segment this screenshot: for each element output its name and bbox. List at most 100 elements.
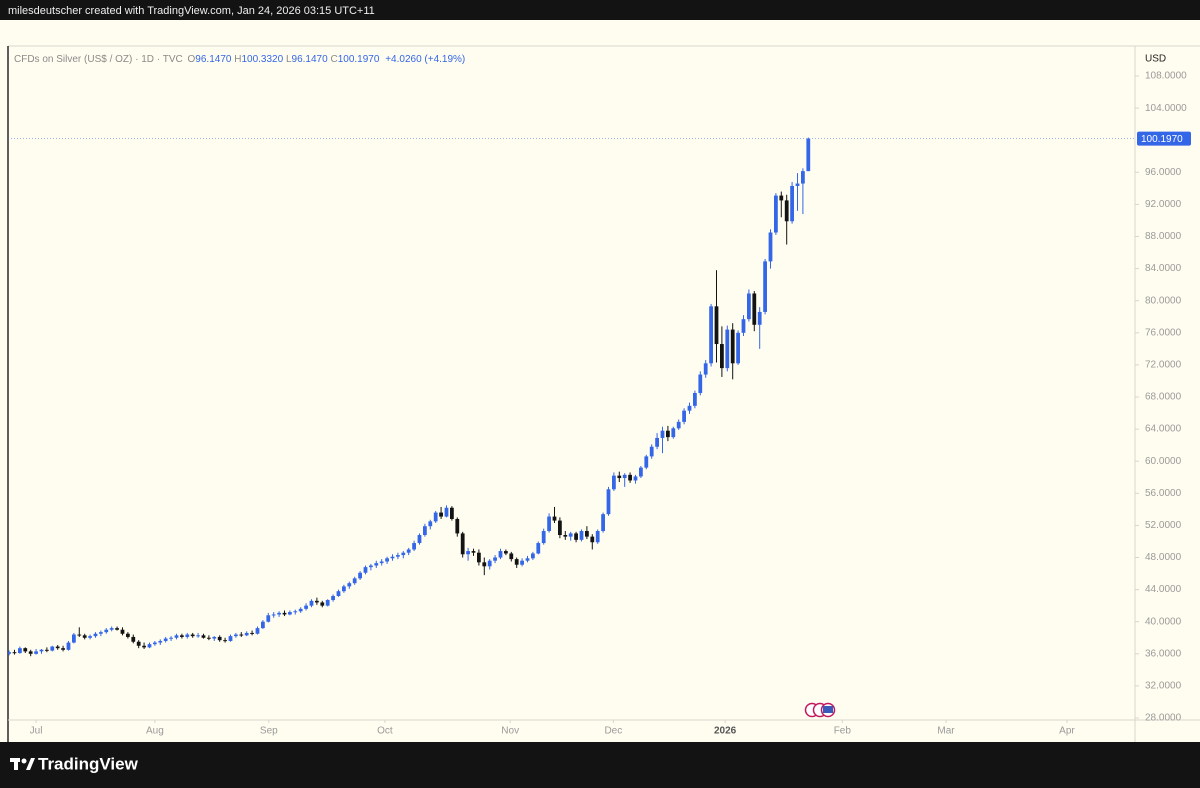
candle-body (212, 636, 217, 639)
candle-body (17, 648, 22, 653)
candle-body (55, 646, 60, 649)
candle-body (757, 311, 762, 325)
candle-body (563, 535, 568, 537)
candle-body (547, 516, 551, 532)
candle-body (736, 332, 740, 364)
candle-body (747, 293, 751, 320)
candle-body (525, 558, 530, 561)
candle-body (585, 531, 589, 537)
candle-body (633, 476, 638, 481)
candle-body (266, 615, 271, 622)
logo-part (26, 758, 35, 770)
y-tick-label: 48.0000 (1145, 552, 1182, 563)
candle-body (28, 651, 33, 654)
candle-body (374, 563, 379, 566)
y-tick-label: 32.0000 (1145, 681, 1182, 692)
candle-body (293, 611, 298, 613)
legend-key: O (188, 54, 196, 65)
y-tick-label: 56.0000 (1145, 488, 1182, 499)
candle-body (514, 559, 519, 565)
candle-body (428, 521, 433, 527)
candle-body (541, 531, 546, 544)
legend-value: 100.3320 (241, 54, 283, 65)
candle-body (784, 200, 789, 222)
candle-body (552, 516, 557, 521)
candle-body (169, 637, 173, 639)
candle-body (763, 261, 767, 312)
last-price-tag (1137, 131, 1191, 146)
candle-body (693, 392, 697, 406)
candle-body (768, 232, 773, 262)
candle-body (622, 474, 627, 479)
x-tick-label: Apr (1059, 726, 1075, 737)
candle-body (460, 533, 465, 555)
candle-body (131, 636, 136, 642)
candle-body (649, 446, 654, 457)
y-tick-label: 80.0000 (1145, 295, 1182, 306)
symbol: CFDs on Silver (US$ / OZ) · 1D · TVC (14, 54, 183, 65)
ohlc-legend: CFDs on Silver (US$ / OZ) · 1D · TVC O96… (14, 54, 465, 65)
candle-body (606, 489, 611, 515)
candle-body (44, 649, 49, 651)
candle-body (287, 612, 292, 615)
chart-background (0, 20, 1200, 742)
candle-body (71, 634, 76, 643)
legend-key: H (234, 54, 241, 65)
candle-body (331, 596, 335, 601)
candle-body (498, 551, 503, 558)
candle-body (163, 638, 168, 641)
candle-body (417, 535, 422, 544)
legend-key: C (330, 54, 337, 65)
candle-body (271, 614, 276, 616)
candle-body (244, 632, 249, 636)
candle-body (104, 629, 109, 633)
candle-body (77, 634, 82, 636)
candle-body (568, 533, 573, 537)
legend-key: L (286, 54, 292, 65)
candle-body (720, 344, 724, 369)
x-tick-label: Dec (604, 726, 622, 737)
candle-body (88, 636, 92, 638)
candle-body (304, 605, 308, 609)
y-tick-label: 60.0000 (1145, 456, 1182, 467)
candle-body (676, 421, 681, 429)
brand: TradingView (38, 754, 139, 773)
candle-body (482, 562, 487, 567)
y-tick-label: 68.0000 (1145, 392, 1182, 403)
candle-body (493, 557, 497, 561)
x-tick-label: Nov (501, 726, 519, 737)
candle-body (617, 475, 622, 479)
credit: milesdeutscher created with TradingView.… (8, 5, 375, 17)
candle-body (152, 642, 157, 645)
candle-body (39, 649, 44, 652)
candle-body (422, 526, 427, 536)
candle-body (34, 651, 38, 654)
candle-body (120, 629, 125, 634)
candle-body (644, 456, 649, 468)
y-tick-label: 108.0000 (1145, 71, 1187, 82)
candle-body (136, 641, 141, 646)
candle-body (687, 405, 692, 411)
legend-change: +4.0260 (+4.19%) (385, 54, 465, 65)
candle-body (325, 600, 330, 606)
last-price-label: 100.1970 (1141, 134, 1183, 145)
candle-body (557, 520, 562, 536)
candle-body (309, 600, 314, 606)
candle-body (347, 583, 352, 587)
candle-body (379, 561, 384, 564)
candle-body (487, 560, 492, 567)
candle-body (779, 195, 784, 201)
y-tick-label: 64.0000 (1145, 424, 1182, 435)
candle-body (714, 306, 719, 345)
x-tick-label: Aug (146, 726, 164, 737)
candle-body (358, 572, 362, 579)
candle-body (282, 612, 287, 615)
candle-body (255, 628, 260, 634)
candle-body (503, 551, 508, 554)
candle-body (174, 635, 179, 638)
candle-body (801, 171, 805, 184)
candle-body (612, 475, 616, 490)
candle-body (66, 642, 71, 650)
candle-body (449, 507, 454, 519)
